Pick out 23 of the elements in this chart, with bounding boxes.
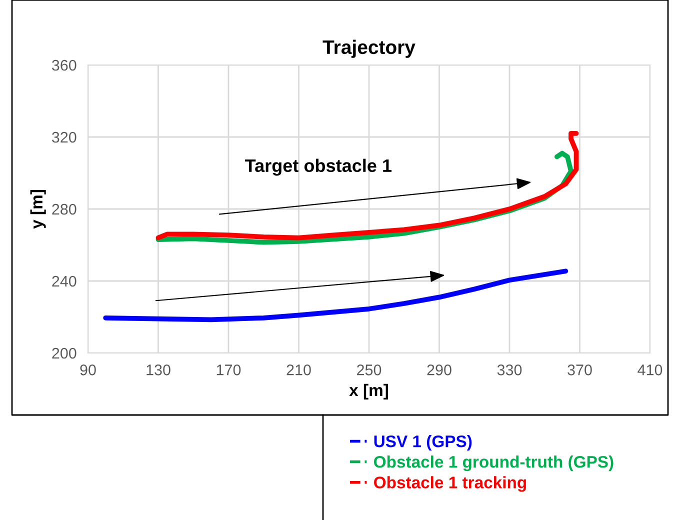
x-tick-label: 290 xyxy=(427,364,452,376)
y-tick-label: 200 xyxy=(52,348,76,359)
y-axis-title: y [m] xyxy=(30,190,46,229)
x-tick-label: 370 xyxy=(568,364,592,376)
x-axis-title: x [m] xyxy=(349,384,388,400)
legend-label: USV 1 (GPS) xyxy=(374,435,472,451)
legend-label: Obstacle 1 tracking xyxy=(374,476,526,492)
x-tick-label: 130 xyxy=(146,364,170,376)
y-tick-label: 360 xyxy=(52,60,76,71)
x-tick-label: 90 xyxy=(80,364,96,376)
x-tick-label: 170 xyxy=(216,364,241,376)
chart-title: Trajectory xyxy=(322,40,416,58)
x-tick-label: 250 xyxy=(357,364,382,376)
y-tick-label: 240 xyxy=(52,276,76,287)
x-tick-label: 210 xyxy=(286,364,311,376)
y-tick-label: 280 xyxy=(52,204,76,215)
y-tick-label: 320 xyxy=(52,132,76,143)
x-tick-label: 410 xyxy=(638,364,662,376)
legend-label: Obstacle 1 ground-truth (GPS) xyxy=(374,456,614,472)
line-series xyxy=(156,130,579,240)
annotation: Target obstacle 1 xyxy=(245,158,392,176)
x-tick-label: 330 xyxy=(497,364,522,376)
line-series xyxy=(103,268,568,322)
